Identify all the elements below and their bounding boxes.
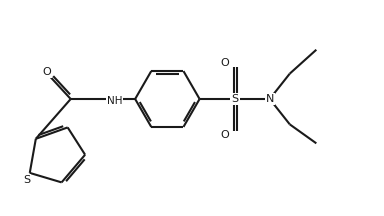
Text: O: O [220, 58, 229, 68]
Text: O: O [220, 130, 229, 140]
Text: N: N [265, 94, 274, 104]
Text: NH: NH [106, 96, 122, 106]
Text: O: O [43, 67, 51, 77]
Text: S: S [23, 175, 30, 185]
Text: S: S [231, 94, 238, 104]
